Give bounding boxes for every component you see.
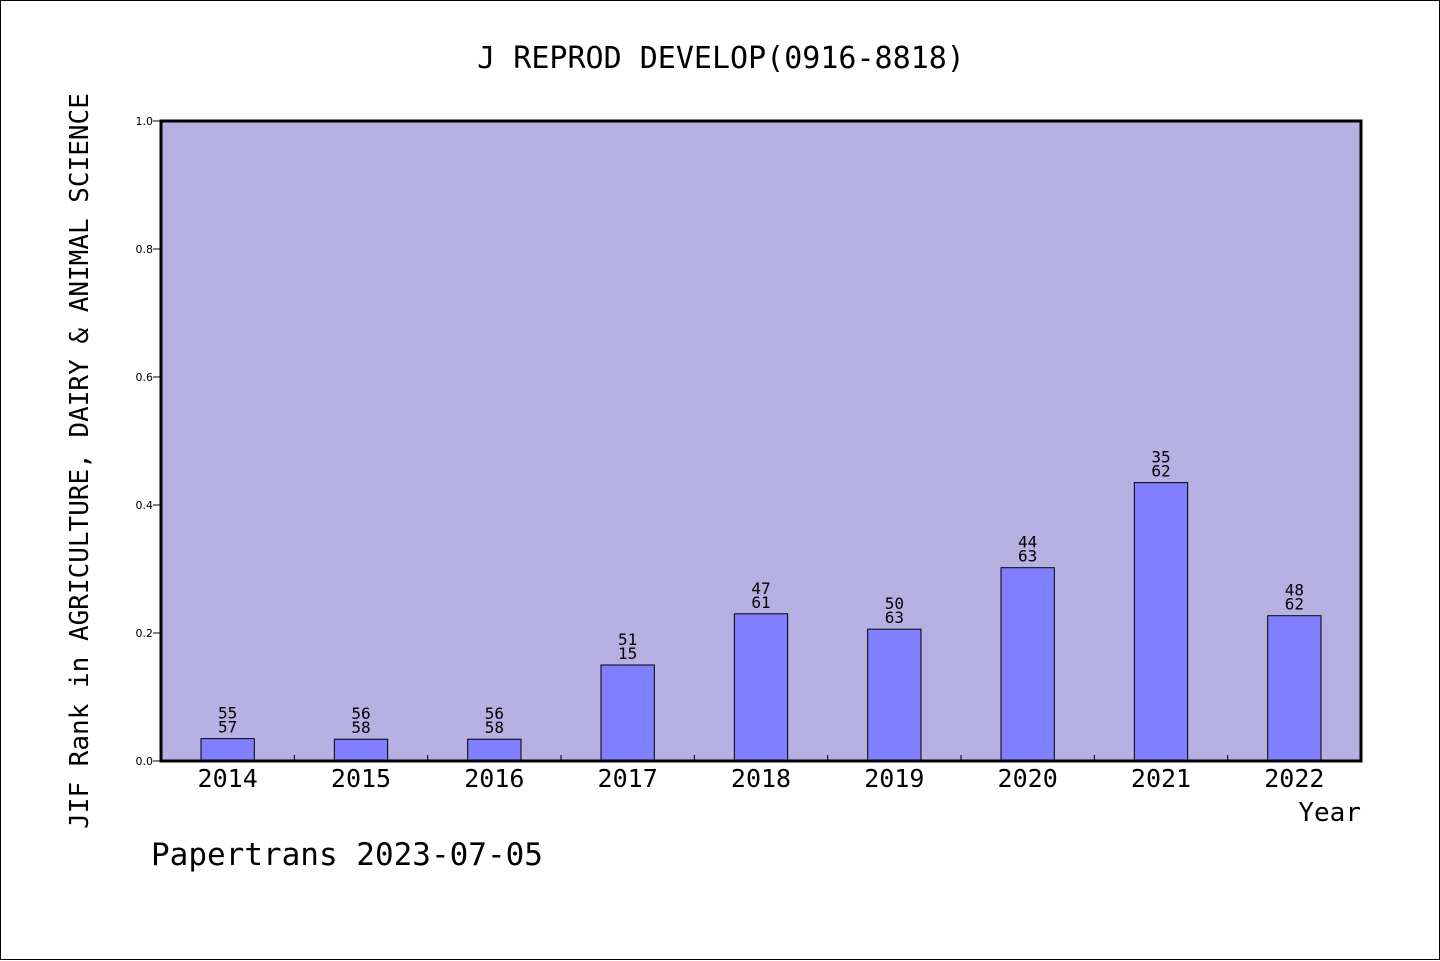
bar-data-label: 62 [1151,462,1170,481]
bar-data-label: 15 [618,644,637,663]
y-tick-label: 0.4 [136,499,154,512]
bar-data-label: 58 [351,718,370,737]
bar-2019 [867,628,922,762]
y-tick-label: 0.2 [136,627,154,640]
bar-data-label: 58 [485,718,504,737]
bar-2015 [333,738,389,762]
x-tick-label: 2019 [864,764,924,793]
bar-data-label: 56 [485,704,504,723]
x-tick-label: 2015 [331,764,391,793]
bar-data-label: 51 [618,630,637,649]
bar-2014 [200,738,255,762]
x-axis-label: Year [1298,798,1361,828]
x-tick-label: 2020 [998,764,1058,793]
bar-data-label: 56 [351,704,370,723]
x-tick-label: 2014 [198,764,258,793]
y-axis-ticks: 0.0 0.2 0.4 0.6 0.8 1.0 [136,115,161,768]
chart-title: J REPROD DEVELOP(0916-8818) [477,41,965,76]
x-axis-ticks: 2014 2015 2016 2017 2018 2019 2020 2021 2022 [198,755,1324,793]
bar-data-label: 63 [885,608,904,627]
y-tick-label: 0.0 [136,755,154,768]
x-tick-label: 2022 [1264,764,1324,793]
bar-data-label: 61 [751,593,770,612]
y-tick-label: 0.8 [136,243,154,256]
bar-data-label: 47 [751,579,770,598]
bar-data-label: 55 [218,704,237,723]
y-tick-label: 0.6 [136,371,154,384]
x-tick-label: 2017 [598,764,658,793]
x-tick-label: 2018 [731,764,791,793]
x-tick-label: 2016 [464,764,524,793]
credit-text: Papertrans 2023-07-05 [151,837,543,873]
plot-border [159,119,1363,763]
bar-data-label: 63 [1018,547,1037,566]
y-tick-label: 1.0 [136,115,154,128]
bar-data-label: 44 [1018,533,1037,552]
bar-2016 [467,738,522,762]
bar-2017 [600,664,655,762]
bar-data-label: 50 [885,594,904,613]
bar-data-label: 57 [218,718,237,737]
bar-data-label: 62 [1285,595,1304,614]
bar-2021 [1133,482,1189,762]
bar-2018 [733,613,789,762]
y-axis-label: JIF Rank in AGRICULTURE, DAIRY & ANIMAL … [65,93,95,829]
bar-data-label: 48 [1285,581,1304,600]
x-tick-label: 2021 [1131,764,1191,793]
bar-2020 [1000,567,1055,762]
bar-2022 [1267,615,1322,762]
bars [200,482,1322,762]
bar-data-label: 35 [1151,448,1170,467]
